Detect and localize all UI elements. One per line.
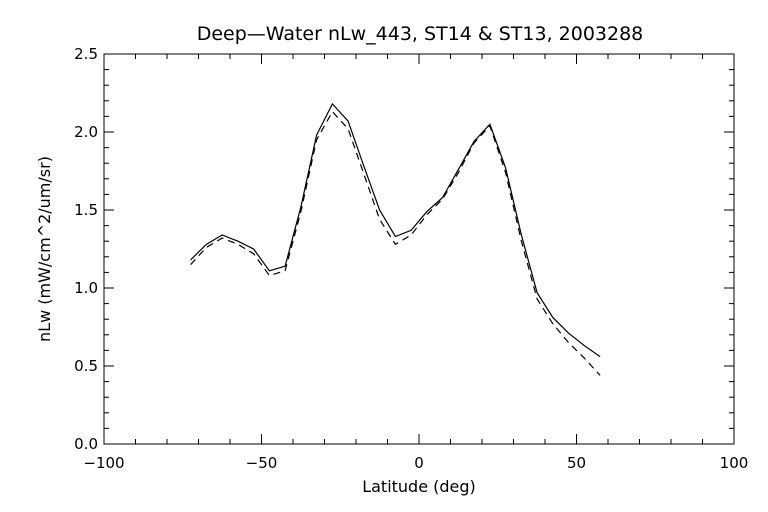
chart-title: Deep—Water nLw_443, ST14 & ST13, 2003288: [197, 23, 644, 45]
x-axis-label: Latitude (deg): [362, 477, 476, 496]
y-tick-label: 2.0: [74, 123, 98, 141]
series-lines: [190, 102, 601, 376]
x-tick-label: −100: [83, 454, 124, 472]
x-tick-label: 50: [567, 454, 586, 472]
series-line-dashed: [190, 110, 601, 376]
x-tick-label: 100: [720, 454, 749, 472]
series-line-solid: [190, 102, 601, 358]
axis-ticks: −100 −50 0 50 100 0.0 0.5 1.0 1.5 2.0 2.5: [74, 45, 748, 472]
plot-frame: [103, 53, 735, 445]
x-tick-label: 0: [414, 454, 424, 472]
y-tick-label: 0.0: [74, 435, 98, 453]
y-tick-label: 1.0: [74, 279, 98, 297]
x-tick-label: −50: [246, 454, 278, 472]
y-tick-label: 0.5: [74, 357, 98, 375]
y-tick-label: 1.5: [74, 201, 98, 219]
y-tick-label: 2.5: [74, 45, 98, 63]
y-axis-label: nLw (mW/cm^2/um/sr): [35, 156, 54, 342]
